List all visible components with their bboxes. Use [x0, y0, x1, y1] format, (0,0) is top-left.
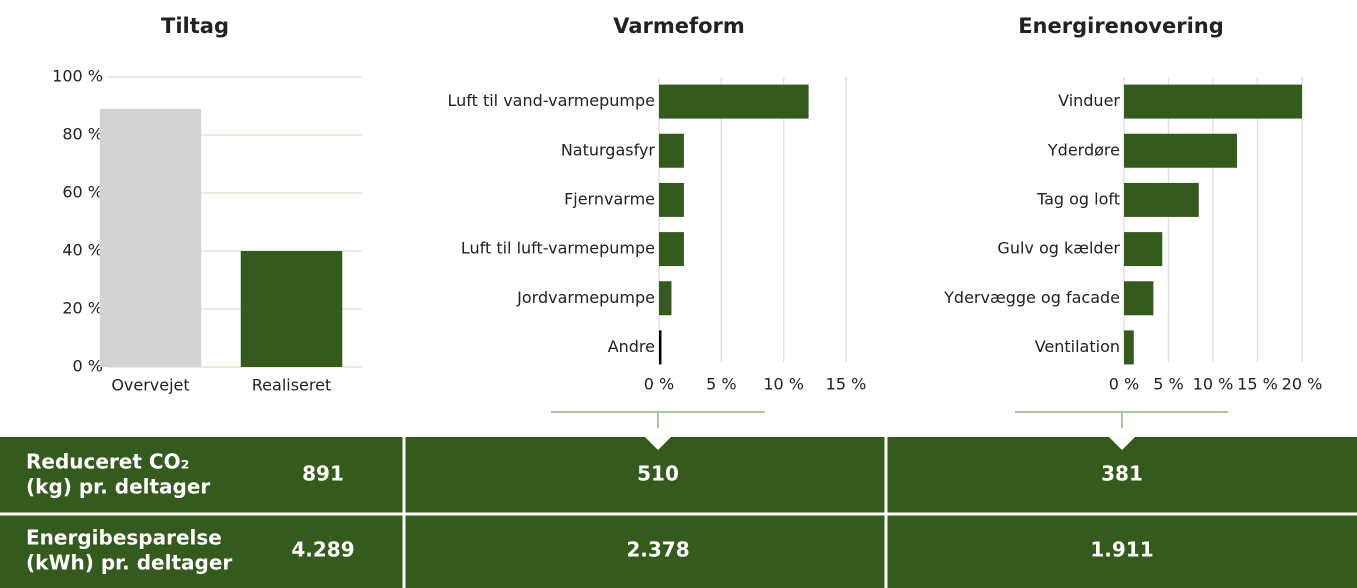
- bar: [1124, 133, 1238, 168]
- bar: [1124, 232, 1163, 267]
- bar: [1124, 84, 1302, 119]
- y-tick-label: 0 %: [73, 357, 103, 376]
- cell-value: 381: [1101, 462, 1143, 486]
- bar: [659, 232, 684, 267]
- category-label: Tag og loft: [1036, 189, 1120, 208]
- x-tick-label: 15 %: [826, 375, 867, 394]
- bar: [99, 108, 202, 368]
- bar: [659, 182, 684, 217]
- bar: [240, 251, 343, 367]
- bar: [659, 281, 672, 316]
- bar: [1124, 182, 1199, 217]
- table-bg: [0, 436, 1357, 588]
- category-label: Ventilation: [1035, 337, 1120, 356]
- y-tick-label: 40 %: [62, 241, 103, 260]
- x-tick-label: Realiseret: [252, 376, 331, 395]
- y-tick-label: 20 %: [62, 299, 103, 318]
- category-label: Luft til luft-varmepumpe: [461, 239, 655, 258]
- category-label: Yderdøre: [1047, 140, 1120, 159]
- category-label: Gulv og kælder: [997, 239, 1120, 258]
- bar: [1124, 281, 1154, 316]
- chart-title: Energirenovering: [1018, 14, 1224, 38]
- connectors: [551, 411, 1228, 428]
- cell-value: 891: [302, 462, 344, 486]
- x-tick-label: 15 %: [1237, 375, 1278, 394]
- bar: [659, 133, 684, 168]
- bar: [659, 84, 809, 119]
- y-tick-label: 60 %: [62, 183, 103, 202]
- row-label: (kWh) pr. deltager: [26, 551, 232, 575]
- x-tick-label: 5 %: [706, 375, 736, 394]
- cell-value: 4.289: [291, 538, 354, 562]
- cell-value: 510: [637, 462, 679, 486]
- chart-title: Tiltag: [161, 14, 229, 38]
- category-label: Ydervægge og facade: [943, 288, 1120, 307]
- bar: [659, 330, 662, 365]
- chart-title: Varmeform: [613, 14, 745, 38]
- row-label: (kg) pr. deltager: [26, 475, 210, 499]
- y-tick-label: 100 %: [52, 67, 103, 86]
- category-label: Fjernvarme: [564, 189, 655, 208]
- cell-value: 2.378: [626, 538, 689, 562]
- x-tick-label: 10 %: [763, 375, 804, 394]
- row-label: Reduceret CO₂: [26, 450, 189, 474]
- x-tick-label: Overvejet: [111, 376, 189, 395]
- category-label: Vinduer: [1058, 91, 1120, 110]
- x-tick-label: 5 %: [1153, 375, 1183, 394]
- category-label: Luft til vand-varmepumpe: [447, 91, 655, 110]
- category-label: Jordvarmepumpe: [516, 288, 655, 307]
- row-label: Energibesparelse: [26, 526, 222, 550]
- cell-value: 1.911: [1090, 538, 1153, 562]
- x-tick-label: 20 %: [1282, 375, 1323, 394]
- x-tick-label: 10 %: [1193, 375, 1234, 394]
- bar: [1124, 330, 1134, 365]
- x-tick-label: 0 %: [644, 375, 674, 394]
- x-tick-label: 0 %: [1109, 375, 1139, 394]
- category-label: Andre: [608, 337, 655, 356]
- category-label: Naturgasfyr: [561, 140, 656, 159]
- y-tick-label: 80 %: [62, 125, 103, 144]
